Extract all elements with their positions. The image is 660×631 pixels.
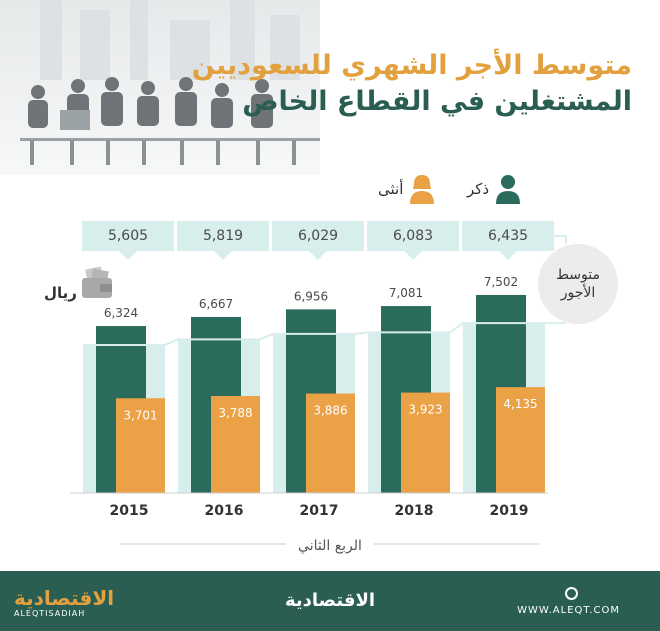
female-bar-2015 bbox=[116, 398, 165, 493]
x-axis-caption-text: الربع الثاني bbox=[286, 538, 374, 554]
average-bracket bbox=[553, 235, 567, 237]
x-axis-caption: الربع الثاني bbox=[0, 535, 660, 554]
wallet-icon bbox=[82, 266, 112, 298]
female-bar-2018 bbox=[401, 392, 450, 493]
meeting-people-illustration bbox=[0, 0, 320, 175]
average-label-circle: متوسط الأجور bbox=[538, 244, 618, 324]
website-link[interactable]: WWW.ALEQT.COM bbox=[517, 605, 620, 616]
average-value-2018: 6,083 bbox=[367, 221, 459, 260]
average-value-2016: 5,819 bbox=[177, 221, 269, 260]
average-value-2015: 5,605 bbox=[82, 221, 174, 260]
x-tick-2017: 2017 bbox=[300, 503, 339, 519]
x-tick-2018: 2018 bbox=[395, 503, 434, 519]
legend-male: ذكر bbox=[467, 172, 521, 206]
male-value-2018: 7,081 bbox=[389, 286, 423, 300]
female-bar-2019 bbox=[496, 387, 545, 493]
male-value-2019: 7,502 bbox=[484, 275, 518, 289]
male-value-2016: 6,667 bbox=[199, 297, 233, 311]
title-line-1: متوسط الأجر الشهري للسعوديين bbox=[191, 50, 632, 81]
female-bar-2016 bbox=[211, 396, 260, 493]
average-label-line1: متوسط bbox=[556, 267, 600, 283]
title-line-2: المشتغلين في القطاع الخاص bbox=[242, 86, 632, 117]
brand-logo-latin: ALEQTISADIAH bbox=[14, 609, 86, 618]
female-bar-2017 bbox=[306, 393, 355, 493]
brand-logo-arabic: الاقتصادية bbox=[14, 586, 115, 610]
female-value-2018: 3,923 bbox=[408, 403, 442, 417]
x-tick-2019: 2019 bbox=[490, 503, 529, 519]
person-female-icon bbox=[410, 175, 435, 204]
x-tick-2016: 2016 bbox=[205, 503, 244, 519]
legend-female-label: أنثى bbox=[378, 180, 404, 198]
average-value-2019: 6,435 bbox=[462, 221, 554, 260]
male-value-2015: 6,324 bbox=[104, 306, 138, 320]
legend-male-label: ذكر bbox=[467, 180, 490, 198]
legend-female: أنثى bbox=[378, 172, 435, 206]
male-value-2017: 6,956 bbox=[294, 289, 328, 303]
female-value-2015: 3,701 bbox=[123, 408, 157, 422]
person-icon bbox=[496, 175, 521, 204]
x-tick-2015: 2015 bbox=[110, 503, 149, 519]
female-value-2016: 3,788 bbox=[218, 406, 252, 420]
female-value-2017: 3,886 bbox=[313, 404, 347, 418]
average-value-2017: 6,029 bbox=[272, 221, 364, 260]
female-value-2019: 4,135 bbox=[503, 397, 537, 411]
average-label-line2: الأجور bbox=[560, 285, 596, 301]
wage-bar-chart: 6,324 3,701 2015 6,667 3,788 2016 6,956 3,886 20… bbox=[70, 235, 567, 545]
average-trend-line bbox=[83, 322, 566, 347]
unit-label: ريال bbox=[44, 284, 77, 302]
globe-icon bbox=[565, 587, 578, 600]
footer-bar bbox=[0, 571, 660, 631]
brand-center: الاقتصادية bbox=[284, 590, 376, 611]
